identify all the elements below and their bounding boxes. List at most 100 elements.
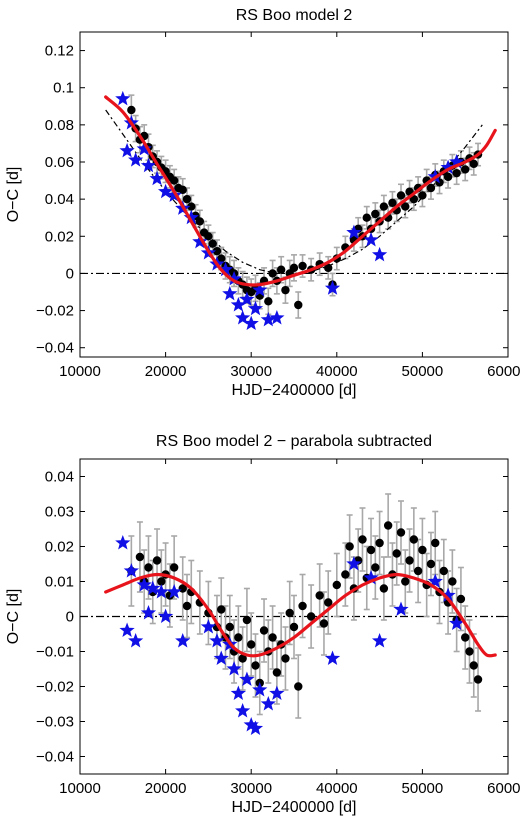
- star-point: [140, 157, 157, 173]
- data-point: [392, 549, 401, 558]
- data-point: [366, 545, 376, 555]
- y-tick-label: 0.06: [45, 154, 74, 171]
- data-point: [187, 202, 196, 211]
- data-point: [182, 194, 192, 204]
- star-point: [449, 154, 465, 169]
- plot-area: [80, 493, 508, 735]
- data-point: [341, 570, 350, 579]
- x-tick-label: 20000: [145, 780, 187, 797]
- data-point: [315, 591, 324, 600]
- data-point: [208, 239, 217, 248]
- y-tick-label: 0.01: [45, 574, 74, 591]
- x-tick-label: 30000: [230, 780, 272, 797]
- fit-curve: [104, 572, 497, 658]
- data-point: [456, 594, 466, 604]
- data-point: [401, 202, 410, 211]
- star-point: [192, 233, 208, 249]
- x-axis-label: HJD−2400000 [d]: [232, 799, 357, 816]
- data-point: [234, 633, 243, 642]
- star-point: [239, 291, 255, 306]
- data-point: [396, 191, 406, 200]
- data-point: [469, 661, 478, 670]
- data-point: [281, 654, 290, 663]
- star-point: [157, 183, 174, 199]
- x-tick-label: 30000: [230, 363, 272, 380]
- data-point: [461, 165, 470, 174]
- data-point: [289, 622, 299, 632]
- data-point: [345, 542, 354, 551]
- data-point: [383, 521, 393, 530]
- star-point: [226, 661, 242, 676]
- star-point: [230, 685, 246, 700]
- x-tick-label: 10000: [59, 363, 101, 380]
- x-tick-label: 50000: [402, 363, 444, 380]
- chart-panel-2: RS Boo model 2 − parabola subtracted 1000…: [5, 433, 520, 816]
- y-tick-label: 0: [66, 609, 74, 626]
- data-point: [371, 563, 380, 572]
- data-point: [247, 640, 256, 649]
- star-point: [440, 587, 456, 602]
- chart-title: RS Boo model 2: [236, 7, 353, 24]
- data-point: [319, 619, 329, 628]
- data-point: [238, 654, 247, 663]
- star-point: [157, 608, 174, 623]
- data-point: [452, 168, 461, 178]
- data-point: [362, 213, 371, 222]
- star-point: [235, 703, 251, 718]
- data-point: [324, 263, 333, 273]
- star-point: [247, 300, 264, 316]
- data-point: [431, 538, 440, 548]
- data-point: [217, 254, 226, 263]
- star-point: [136, 141, 152, 156]
- data-point: [276, 265, 286, 274]
- data-point: [289, 263, 299, 273]
- data-point: [332, 580, 341, 590]
- data-point: [379, 584, 389, 593]
- star-point: [324, 280, 341, 295]
- x-tick-label: 20000: [145, 363, 187, 380]
- x-tick-label: 50000: [402, 780, 444, 797]
- star-point: [145, 580, 161, 595]
- data-point: [465, 647, 474, 656]
- data-point: [371, 209, 380, 219]
- star-point: [363, 232, 379, 247]
- data-point: [405, 556, 414, 565]
- star-point: [371, 633, 388, 648]
- plot-area: [80, 90, 508, 331]
- data-point: [375, 538, 384, 548]
- star-point: [324, 650, 341, 665]
- data-point: [448, 577, 457, 586]
- data-point: [401, 577, 410, 586]
- data-point: [204, 232, 213, 241]
- star-point: [153, 584, 169, 599]
- y-tick-label: 0.04: [45, 469, 74, 486]
- data-point: [182, 601, 192, 611]
- star-point: [260, 311, 276, 327]
- y-tick-label: 0.08: [45, 117, 74, 134]
- y-tick-label: 0.1: [53, 80, 74, 97]
- star-point: [166, 584, 182, 599]
- chart-title: RS Boo model 2 − parabola subtracted: [156, 433, 432, 450]
- data-point: [135, 552, 145, 562]
- star-point: [123, 563, 139, 578]
- x-tick-label: 40000: [316, 363, 358, 380]
- star-point: [260, 696, 276, 711]
- data-point: [409, 535, 419, 544]
- x-tick-label: 60000: [487, 363, 520, 380]
- y-tick-label: −0.04: [36, 749, 74, 766]
- data-point: [144, 563, 153, 572]
- data-point: [169, 563, 179, 572]
- data-point: [268, 269, 277, 278]
- data-point: [418, 191, 427, 200]
- data-point: [169, 176, 179, 185]
- y-tick-label: 0.03: [45, 504, 74, 521]
- star-point: [269, 685, 285, 700]
- data-point: [324, 598, 333, 607]
- data-point: [242, 615, 252, 625]
- y-tick-label: 0: [66, 265, 74, 282]
- star-point: [346, 224, 362, 240]
- data-point: [268, 633, 277, 642]
- star-point: [222, 285, 238, 301]
- y-axis-label: O−C [d]: [5, 167, 22, 223]
- y-tick-label: −0.03: [36, 714, 74, 731]
